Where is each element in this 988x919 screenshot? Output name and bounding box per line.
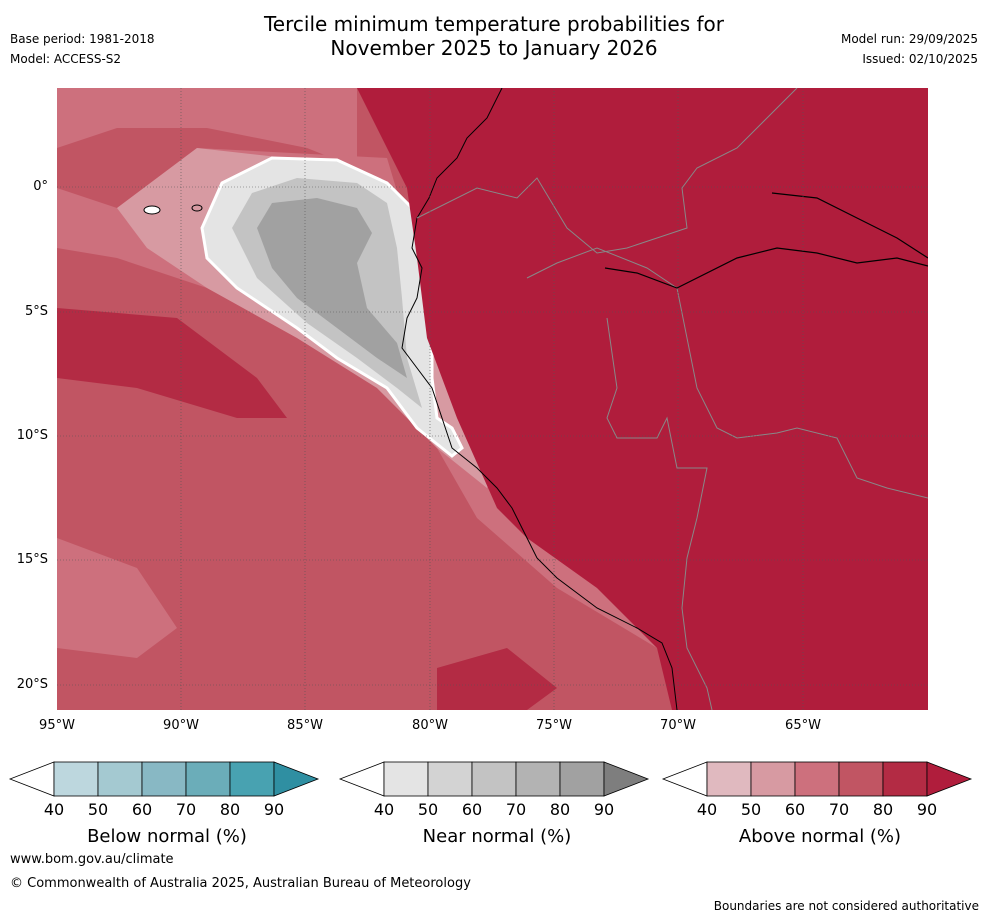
colorbar-label-near: Near normal (%) — [422, 826, 572, 847]
colorbar-segment — [794, 761, 840, 797]
colorbar-segment — [882, 761, 928, 797]
lon-label-80w: 80°W — [412, 718, 448, 733]
base-period: Base period: 1981-2018 — [10, 32, 155, 46]
colorbar-below-svg — [8, 761, 320, 797]
title-line-1: Tercile minimum temperature probabilitie… — [263, 12, 725, 36]
contour-80-west — [57, 308, 287, 418]
map-title: Tercile minimum temperature probabilitie… — [0, 12, 988, 60]
tick: 90 — [916, 800, 938, 819]
colorbar-above-svg — [661, 761, 973, 797]
tick: 80 — [872, 800, 894, 819]
colorbar-segment — [229, 761, 275, 797]
colorbar-segment — [559, 761, 605, 797]
colorbar-below-normal: 40 50 60 70 80 90 Below normal (%) — [7, 760, 327, 860]
tick: 40 — [43, 800, 65, 819]
tick: 80 — [219, 800, 241, 819]
contour-70-southwest — [57, 538, 177, 658]
colorbar-segment — [53, 761, 99, 797]
colorbar-label-below: Below normal (%) — [87, 826, 247, 847]
tick: 50 — [417, 800, 439, 819]
contour-70-north — [57, 88, 357, 168]
land-above-normal — [357, 88, 928, 710]
tick: 60 — [461, 800, 483, 819]
tick: 90 — [593, 800, 615, 819]
lat-label-15s: 15°S — [16, 552, 48, 567]
colorbar-segment — [515, 761, 561, 797]
tick: 50 — [740, 800, 762, 819]
lon-label-70w: 70°W — [660, 718, 696, 733]
colorbar-segment — [427, 761, 473, 797]
tick: 50 — [87, 800, 109, 819]
border-north — [416, 88, 798, 254]
colorbar-segment — [185, 761, 231, 797]
tick: 40 — [696, 800, 718, 819]
lon-label-65w: 65°W — [785, 718, 821, 733]
lat-label-20s: 20°S — [16, 677, 48, 692]
tick: 40 — [373, 800, 395, 819]
border-south — [606, 317, 713, 710]
tick: 80 — [549, 800, 571, 819]
colorbar-above-normal: 40 50 60 70 80 90 Above normal (%) — [660, 760, 980, 860]
colorbar-extend-low — [338, 761, 385, 797]
tick: 70 — [828, 800, 850, 819]
lon-label-75w: 75°W — [536, 718, 572, 733]
lat-label-5s: 5°S — [24, 304, 48, 319]
colorbar-segment — [750, 761, 796, 797]
issued-date: Issued: 02/10/2025 — [862, 52, 978, 66]
colorbar-segment — [141, 761, 187, 797]
colorbar-extend-high — [926, 761, 973, 797]
model-name: Model: ACCESS-S2 — [10, 52, 122, 66]
colorbar-segment — [471, 761, 517, 797]
map-svg — [57, 88, 928, 710]
disclaimer-text: Boundaries are not considered authoritat… — [713, 899, 979, 913]
colorbar-extend-low — [8, 761, 55, 797]
lon-label-90w: 90°W — [163, 718, 199, 733]
river-north — [771, 192, 928, 259]
model-run: Model run: 29/09/2025 — [840, 32, 978, 46]
meta-right: Model run: 29/09/2025 Issued: 02/10/2025 — [841, 29, 978, 69]
coastline — [401, 88, 678, 710]
probability-map — [57, 88, 928, 710]
near-normal-80 — [257, 198, 407, 378]
lat-label-0: 0° — [33, 179, 48, 194]
meta-left: Base period: 1981-2018 Model: ACCESS-S2 — [10, 29, 155, 69]
tick: 70 — [175, 800, 197, 819]
colorbar-segment — [383, 761, 429, 797]
lon-label-95w: 95°W — [39, 718, 75, 733]
colorbar-label-above: Above normal (%) — [738, 826, 902, 847]
tick: 90 — [263, 800, 285, 819]
title-line-2: November 2025 to January 2026 — [330, 36, 658, 60]
colorbar-segment — [838, 761, 884, 797]
colorbar-segment — [706, 761, 752, 797]
colorbar-near-svg — [338, 761, 650, 797]
lon-label-85w: 85°W — [287, 718, 323, 733]
river-amazon — [604, 247, 928, 289]
tick: 60 — [784, 800, 806, 819]
contour-80-south — [437, 648, 557, 710]
colorbar-extend-high — [603, 761, 650, 797]
tick: 60 — [131, 800, 153, 819]
lat-label-10s: 10°S — [16, 428, 48, 443]
border-east — [526, 247, 928, 499]
copyright-text: © Commonwealth of Australia 2025, Austra… — [10, 876, 471, 891]
colorbar-near-normal: 40 50 60 70 80 90 Near normal (%) — [337, 760, 657, 860]
galapagos-island — [143, 205, 161, 215]
colorbar-extend-low — [661, 761, 708, 797]
tick: 70 — [505, 800, 527, 819]
website-link[interactable]: www.bom.gov.au/climate — [10, 852, 174, 867]
colorbar-segment — [97, 761, 143, 797]
galapagos-islet — [191, 204, 203, 212]
colorbar-extend-high — [273, 761, 320, 797]
